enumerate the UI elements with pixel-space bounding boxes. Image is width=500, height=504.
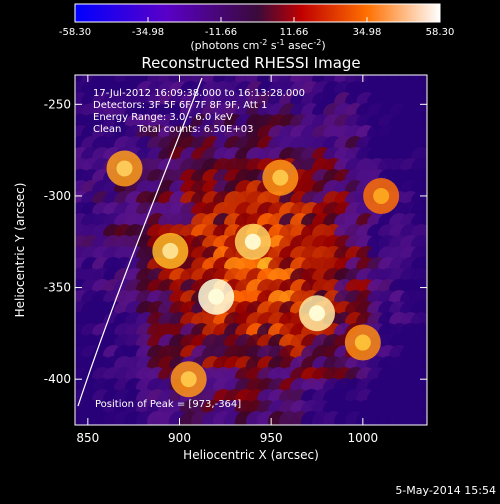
- heat-source-core: [208, 288, 225, 305]
- colorbar-tick-label: 11.66: [280, 27, 309, 38]
- x-axis-ticks: 850 900 950 1000: [76, 75, 378, 445]
- x-axis-label: Heliocentric X (arcsec): [183, 448, 319, 462]
- heat-source-core: [272, 169, 289, 186]
- annotation-line-1: 17-Jul-2012 16:09:38.000 to 16:13:28.000: [93, 88, 305, 99]
- y-tick-label: -250: [44, 97, 71, 111]
- y-tick-label: -300: [44, 189, 71, 203]
- chart-title: Reconstructed RHESSI Image: [141, 54, 360, 72]
- colorbar-tick-label: -34.98: [132, 27, 164, 38]
- peak-label: Position of Peak = [973,-364]: [95, 399, 241, 410]
- y-axis-ticks: -250 -300 -350 -400: [44, 97, 427, 386]
- heat-source-core: [244, 233, 261, 250]
- x-tick-label: 850: [76, 431, 99, 445]
- x-tick-label: 950: [260, 431, 283, 445]
- heat-source-core: [162, 242, 179, 259]
- heat-source-core: [309, 305, 325, 322]
- colorbar-tick-label: -58.30: [59, 27, 91, 38]
- colorbar-tick-label: 58.30: [426, 27, 455, 38]
- annotation-block: 17-Jul-2012 16:09:38.000 to 16:13:28.000…: [93, 88, 305, 135]
- annotation-line-4: Clean Total counts: 6.50E+03: [93, 124, 253, 135]
- plot-frame: [74, 74, 428, 426]
- solar-limb-line: [77, 77, 203, 407]
- footer-date: 5-May-2014 15:54: [395, 484, 496, 497]
- x-tick-label: 900: [168, 431, 191, 445]
- annotation-line-2: Detectors: 3F 5F 6F 7F 8F 9F, Att 1: [93, 100, 267, 111]
- plot-image: [75, 75, 427, 425]
- heat-source-core: [354, 334, 371, 351]
- heat-source-core: [373, 187, 390, 204]
- colorbar-ticks: -58.30 -34.98 -11.66 11.66 34.98 58.30: [59, 17, 454, 38]
- y-axis-label: Heliocentric Y (arcsec): [13, 183, 27, 318]
- y-tick-label: -400: [44, 372, 71, 386]
- colorbar-tick-label: 34.98: [353, 27, 382, 38]
- x-tick-label: 1000: [348, 431, 379, 445]
- heat-cell: [411, 411, 427, 425]
- heat-source-core: [116, 160, 133, 177]
- y-tick-label: -350: [44, 281, 71, 295]
- heat-source-core: [180, 371, 197, 388]
- colorbar: [74, 3, 441, 23]
- colorbar-tick-label: -11.66: [205, 27, 237, 38]
- colorbar-unit-label: (photons cm-2 s-1 asec-2): [190, 38, 325, 52]
- annotation-line-3: Energy Range: 3.0 - 6.0 keV: [93, 112, 233, 123]
